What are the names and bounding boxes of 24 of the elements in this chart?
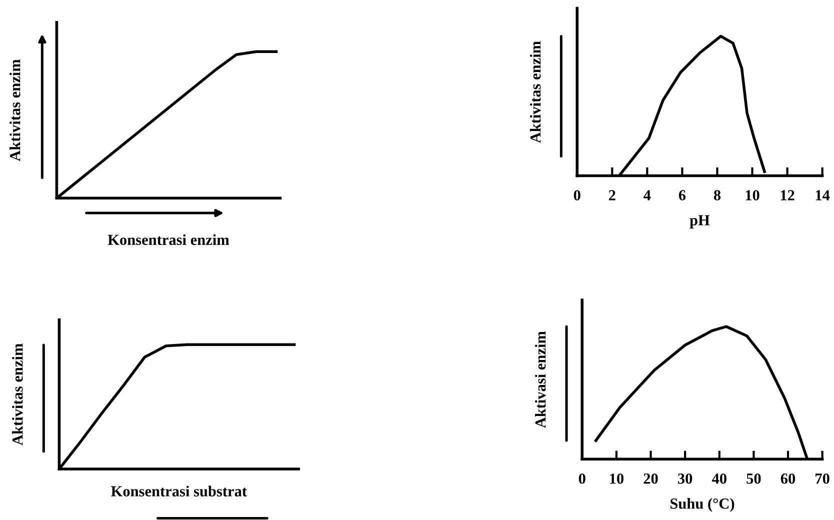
x-tick-label: 0 <box>574 190 580 200</box>
x-axis-title: Konsentrasi substrat <box>111 486 247 496</box>
x-axis-title: Suhu (°C) <box>670 498 734 512</box>
x-tick-label: 14 <box>816 190 830 200</box>
x-tick-label: 40 <box>712 473 726 484</box>
x-tick-label: 10 <box>610 473 624 484</box>
x-tick-label: 10 <box>746 190 760 200</box>
x-tick-label: 4 <box>644 190 651 200</box>
x-tick-label: 70 <box>816 473 830 484</box>
x-tick-label: 20 <box>644 473 658 484</box>
x-tick-label: 2 <box>608 190 616 200</box>
x-tick-label: 60 <box>780 473 796 484</box>
x-tick-label: 8 <box>714 190 721 200</box>
x-tick-label: 50 <box>746 473 761 484</box>
x-axis-title: Konsentrasi enzim <box>108 234 230 245</box>
x-tick-label: 6 <box>678 190 686 200</box>
y-axis-title: Aktivitas enzim <box>530 41 541 144</box>
y-axis-title: Aktivitas enzim <box>12 344 23 446</box>
x-axis-title: pH <box>690 215 710 228</box>
y-axis-title: Aktivasi enzim <box>534 331 546 428</box>
y-axis-title: Aktivitas enzim <box>10 59 20 162</box>
x-tick-label: 0 <box>578 473 586 484</box>
x-tick-label: 12 <box>780 190 794 200</box>
x-tick-label: 30 <box>678 473 692 484</box>
